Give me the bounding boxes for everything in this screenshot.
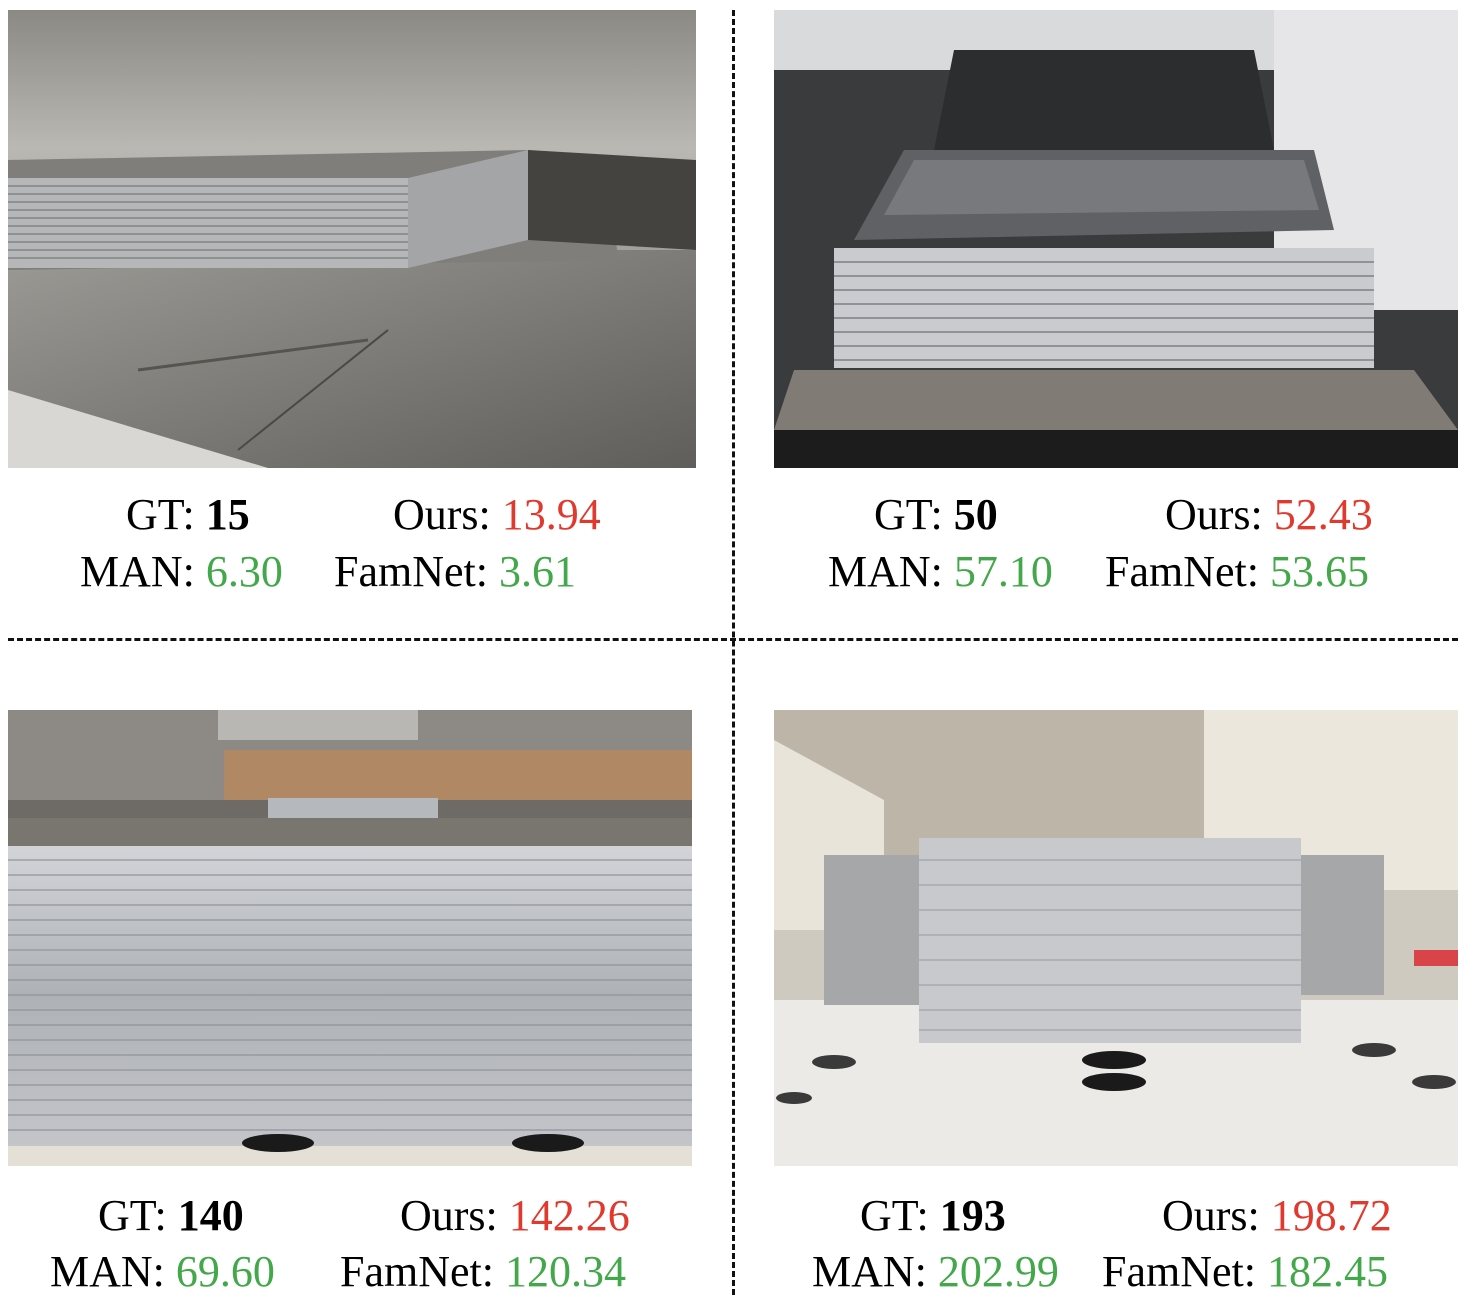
famnet-label: FamNet:	[1105, 547, 1259, 596]
ours-label: Ours:	[1162, 1191, 1260, 1240]
ours-value: 52.43	[1273, 490, 1373, 539]
ours-label: Ours:	[400, 1191, 498, 1240]
man-label: MAN:	[828, 547, 943, 596]
famnet-label: FamNet:	[340, 1247, 494, 1296]
famnet-value: 3.61	[498, 547, 576, 596]
gt-value: 193	[939, 1191, 1006, 1240]
famnet-value: 182.45	[1266, 1247, 1388, 1296]
horizontal-divider	[8, 638, 1458, 641]
gt-value: 50	[953, 490, 998, 539]
famnet-value: 53.65	[1269, 547, 1369, 596]
ours-value: 142.26	[508, 1191, 630, 1240]
man-value: 6.30	[205, 547, 283, 596]
photo-sheet-stack-2	[774, 10, 1458, 468]
man-value: 69.60	[175, 1247, 275, 1296]
gt-label: GT:	[874, 490, 943, 539]
famnet-value: 120.34	[504, 1247, 626, 1296]
man-value: 57.10	[953, 547, 1053, 596]
gt-label: GT:	[126, 490, 195, 539]
photo-sheet-stack-4	[774, 710, 1458, 1166]
gt-value: 15	[205, 490, 250, 539]
ours-value: 198.72	[1270, 1191, 1392, 1240]
ours-label: Ours:	[1165, 490, 1263, 539]
ours-value: 13.94	[501, 490, 601, 539]
gt-label: GT:	[860, 1191, 929, 1240]
ours-label: Ours:	[393, 490, 491, 539]
famnet-label: FamNet:	[1102, 1247, 1256, 1296]
man-label: MAN:	[812, 1247, 927, 1296]
vertical-divider	[732, 10, 735, 1295]
man-label: MAN:	[80, 547, 195, 596]
gt-value: 140	[177, 1191, 244, 1240]
gt-label: GT:	[98, 1191, 167, 1240]
famnet-label: FamNet:	[334, 547, 488, 596]
photo-sheet-stack-1	[8, 10, 696, 468]
man-label: MAN:	[50, 1247, 165, 1296]
photo-sheet-stack-3	[8, 710, 692, 1166]
man-value: 202.99	[937, 1247, 1059, 1296]
